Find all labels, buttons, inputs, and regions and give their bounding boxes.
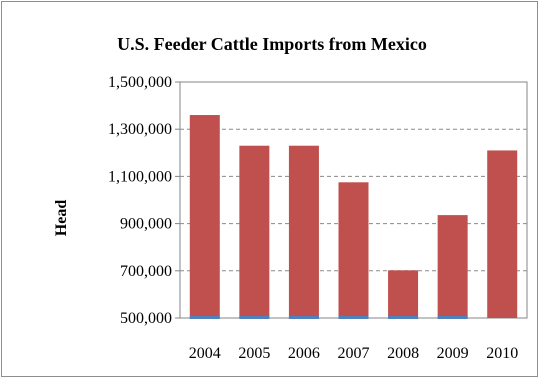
x-tick-label: 2008: [387, 345, 419, 362]
y-tick-label: 1,100,000: [108, 168, 172, 185]
y-tick-label: 700,000: [120, 263, 172, 280]
x-tick-label: 2009: [437, 345, 469, 362]
y-axis-label: Head: [53, 200, 70, 237]
plot-area: 1,500,000 1,300,000 1,100,000 900,000 700,00…: [108, 74, 528, 362]
chart-title: U.S. Feeder Cattle Imports from Mexico: [117, 34, 427, 54]
bar: [388, 270, 419, 318]
y-tick-label: 1,500,000: [108, 74, 172, 91]
bar: [189, 115, 220, 318]
bar-baseline-series: [288, 316, 319, 319]
bar-baseline-series: [239, 316, 270, 319]
bar-baseline-series: [437, 316, 468, 319]
x-tick-label: 2005: [238, 345, 270, 362]
bar: [487, 150, 518, 318]
y-tick-label: 500,000: [120, 310, 172, 327]
x-tick-label: 2006: [288, 345, 320, 362]
bar-baseline-series: [388, 316, 419, 319]
x-tick-label: 2010: [486, 345, 518, 362]
bar: [288, 145, 319, 318]
y-tick-label: 1,300,000: [108, 121, 172, 138]
x-tick-label: 2004: [189, 345, 221, 362]
y-tick-label: 900,000: [120, 216, 172, 233]
bar: [338, 182, 369, 318]
bar: [239, 145, 270, 318]
bar: [437, 215, 468, 318]
bar-baseline-series: [338, 316, 369, 319]
x-tick-label: 2007: [338, 345, 370, 362]
bar-baseline-series: [189, 316, 220, 319]
